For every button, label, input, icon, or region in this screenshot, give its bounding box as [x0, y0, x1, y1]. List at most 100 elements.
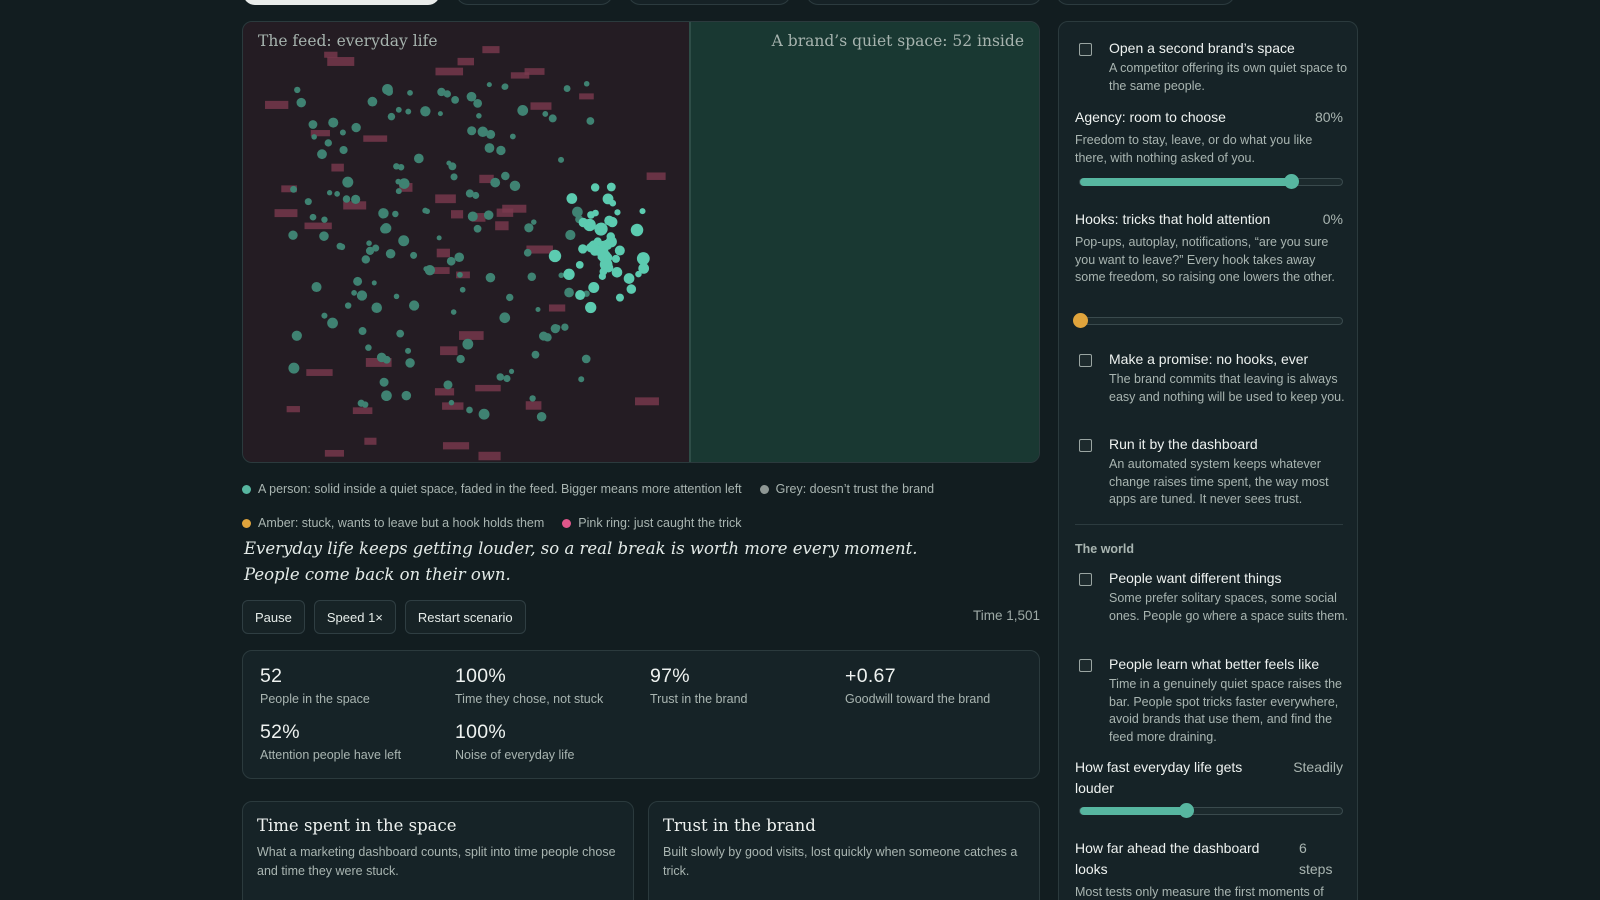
person-dot — [371, 302, 382, 314]
learn-checkbox[interactable] — [1079, 659, 1092, 672]
person-dot — [446, 256, 456, 266]
person-dot — [379, 377, 389, 387]
person-dot — [321, 216, 328, 223]
pink-dot-icon — [562, 518, 572, 528]
person-dot — [413, 153, 424, 164]
louder-slider[interactable] — [1079, 803, 1343, 818]
person-dot — [529, 395, 536, 402]
stat-goodwill: +0.67 Goodwill toward the brand — [845, 665, 991, 706]
person-in-space-dot — [614, 245, 625, 256]
person-dot — [366, 240, 372, 246]
person-dot — [398, 235, 410, 247]
legend: A person: solid inside a quiet space, fa… — [242, 472, 1042, 540]
person-dot — [401, 390, 412, 401]
person-dot — [485, 272, 496, 283]
dashboard-checkbox[interactable] — [1079, 439, 1092, 452]
pause-button[interactable]: Pause — [242, 600, 305, 634]
noise-block — [471, 213, 486, 222]
person-in-space-dot — [578, 244, 588, 254]
person-dot — [309, 213, 317, 221]
person-dot — [288, 230, 298, 240]
person-dot — [503, 374, 511, 383]
person-in-space-dot — [611, 254, 620, 263]
stats-panel: 52 People in the space 100% Time they chos… — [242, 650, 1040, 779]
person-dot — [486, 129, 496, 139]
person-dot — [342, 195, 351, 203]
person-dot — [356, 290, 368, 301]
noise-block — [281, 185, 297, 193]
simulation-canvas[interactable]: The feed: everyday life A brand’s quiet … — [242, 21, 1040, 463]
noise-block — [525, 401, 542, 410]
agency-slider[interactable] — [1079, 174, 1343, 189]
person-dot — [311, 134, 317, 140]
noise-block — [524, 68, 545, 75]
learn-option[interactable]: People learn what better feels like Time… — [1079, 656, 1349, 746]
person-dot — [509, 133, 516, 140]
restart-button[interactable]: Restart scenario — [404, 600, 526, 634]
person-dot — [550, 324, 560, 334]
person-dot — [563, 85, 571, 92]
tab[interactable] — [1056, 0, 1235, 5]
promise-checkbox[interactable] — [1079, 354, 1092, 367]
tab-active[interactable] — [243, 0, 440, 5]
different-things-checkbox[interactable] — [1079, 573, 1092, 586]
person-dot — [294, 86, 301, 94]
person-dot — [351, 290, 357, 296]
speed-button[interactable]: Speed 1× — [313, 600, 396, 634]
time-spent-card: Time spent in the space What a marketing… — [242, 801, 634, 900]
noise-block — [496, 208, 514, 217]
tab[interactable] — [806, 0, 1042, 5]
person-dot — [380, 223, 392, 234]
person-dot — [459, 286, 466, 293]
person-dot — [365, 344, 372, 351]
person-dot — [327, 317, 338, 329]
tab[interactable] — [628, 0, 791, 5]
noise-block — [456, 271, 470, 279]
hooks-slider[interactable] — [1073, 313, 1343, 328]
person-dot — [395, 178, 402, 185]
noise-block — [331, 163, 344, 172]
person-dot — [531, 219, 537, 225]
quiet-space-area — [689, 22, 1039, 462]
legend-item-grey: Grey: doesn’t trust the brand — [759, 482, 934, 496]
person-dot — [448, 399, 455, 406]
person-dot — [484, 143, 495, 153]
person-in-space-dot — [602, 193, 614, 205]
world-heading: The world — [1075, 542, 1135, 556]
person-dot — [509, 180, 521, 192]
person-dot — [486, 82, 492, 88]
person-dot — [372, 244, 380, 252]
person-dot — [524, 223, 534, 233]
person-dot — [437, 111, 443, 117]
person-dot — [448, 162, 457, 171]
dashboard-option[interactable]: Run it by the dashboard An automated sys… — [1079, 436, 1349, 509]
person-dot — [586, 117, 595, 125]
noise-block — [436, 248, 450, 258]
person-in-space-dot — [548, 249, 562, 263]
person-dot — [462, 338, 474, 350]
person-dot — [336, 242, 344, 250]
person-in-space-dot — [587, 211, 595, 219]
noise-block — [442, 442, 470, 450]
second-brand-checkbox[interactable] — [1079, 43, 1092, 56]
person-dot — [392, 210, 399, 218]
noise-block — [343, 201, 367, 210]
settings-sidebar: Open a second brand’s space A competitor… — [1058, 21, 1358, 900]
noise-block — [435, 194, 456, 204]
person-in-space-dot — [603, 262, 614, 273]
person-dot — [365, 246, 375, 255]
person-in-space-dot — [588, 282, 600, 294]
noise-block — [363, 135, 388, 142]
person-in-space-dot — [575, 290, 586, 301]
second-brand-option[interactable]: Open a second brand’s space A competitor… — [1079, 40, 1349, 95]
person-dot — [324, 139, 332, 147]
promise-option[interactable]: Make a promise: no hooks, ever The brand… — [1079, 351, 1349, 406]
person-dot — [319, 231, 329, 241]
person-dot — [483, 210, 494, 220]
different-things-option[interactable]: People want different things Some prefer… — [1079, 570, 1349, 625]
person-dot — [353, 276, 363, 286]
tab[interactable] — [456, 0, 613, 5]
noise-block — [304, 222, 332, 230]
person-dot — [506, 293, 514, 302]
person-dot — [321, 312, 328, 319]
